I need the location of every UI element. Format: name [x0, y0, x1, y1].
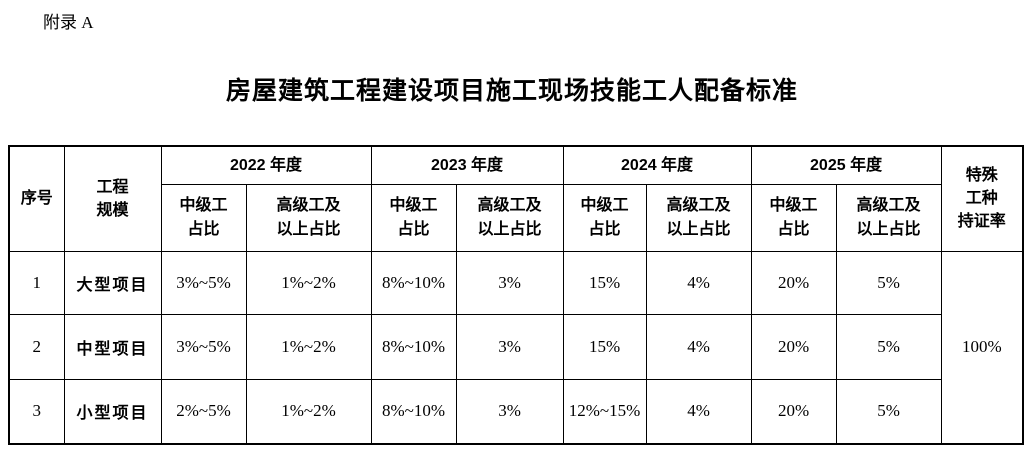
- header-2025-mid: 中级工 占比: [750, 183, 837, 252]
- header-senior-line2: 以上占比: [666, 220, 731, 238]
- cell-2022-senior: 1%~2%: [245, 313, 372, 380]
- cell-seq: 3: [8, 378, 65, 445]
- header-special-line3: 持证率: [957, 213, 1006, 231]
- header-senior-line1: 高级工及: [477, 197, 542, 215]
- header-mid-line2: 占比: [588, 220, 621, 238]
- cell-special-rate: 100%: [940, 250, 1024, 445]
- header-special-line1: 特殊: [965, 166, 998, 184]
- page-title: 房屋建筑工程建设项目施工现场技能工人配备标准: [225, 77, 798, 105]
- header-mid-line2: 占比: [397, 220, 430, 238]
- cell-2024-senior: 4%: [645, 313, 752, 380]
- header-2022-mid: 中级工 占比: [160, 183, 247, 252]
- cell-2022-mid: 3%~5%: [160, 250, 247, 315]
- header-mid-line2: 占比: [187, 220, 220, 238]
- cell-2023-mid: 8%~10%: [370, 250, 457, 315]
- header-mid-line1: 中级工: [179, 197, 228, 215]
- header-mid-line2: 占比: [777, 220, 810, 238]
- header-year-2023: 2023 年度: [370, 145, 564, 185]
- header-special-line2: 工种: [965, 190, 998, 208]
- cell-2025-mid: 20%: [750, 250, 837, 315]
- header-2024-senior: 高级工及 以上占比: [645, 183, 752, 252]
- cell-2025-mid: 20%: [750, 313, 837, 380]
- header-scale-line1: 工程: [96, 178, 129, 196]
- cell-2022-mid: 2%~5%: [160, 378, 247, 445]
- cell-seq: 2: [8, 313, 65, 380]
- header-mid-line1: 中级工: [769, 197, 818, 215]
- header-2024-mid: 中级工 占比: [562, 183, 647, 252]
- header-senior-line1: 高级工及: [666, 197, 731, 215]
- worker-allocation-table: 序号 工程 规模 2022 年度 2023 年度 2024 年度 2025 年度…: [8, 145, 1024, 445]
- cell-2025-mid: 20%: [750, 378, 837, 445]
- cell-2024-mid: 15%: [562, 250, 647, 315]
- cell-2023-senior: 3%: [455, 250, 564, 315]
- header-scale: 工程 规模: [63, 145, 162, 252]
- header-2022-senior: 高级工及 以上占比: [245, 183, 372, 252]
- cell-2025-senior: 5%: [835, 250, 942, 315]
- cell-2022-mid: 3%~5%: [160, 313, 247, 380]
- header-year-2022: 2022 年度: [160, 145, 372, 185]
- header-senior-line2: 以上占比: [276, 220, 341, 238]
- header-scale-line2: 规模: [96, 201, 129, 219]
- cell-2024-mid: 12%~15%: [562, 378, 647, 445]
- cell-scale: 大型项目: [63, 250, 162, 315]
- header-senior-line2: 以上占比: [856, 220, 921, 238]
- cell-seq: 1: [8, 250, 65, 315]
- cell-2023-senior: 3%: [455, 378, 564, 445]
- cell-2022-senior: 1%~2%: [245, 250, 372, 315]
- header-2023-senior: 高级工及 以上占比: [455, 183, 564, 252]
- header-senior-line1: 高级工及: [856, 197, 921, 215]
- header-2023-mid: 中级工 占比: [370, 183, 457, 252]
- header-year-2024: 2024 年度: [562, 145, 752, 185]
- table-row-medium-project: 2 中型项目 3%~5% 1%~2% 8%~10% 3% 15% 4% 20% …: [8, 313, 1023, 380]
- cell-2024-senior: 4%: [645, 250, 752, 315]
- header-row-years: 序号 工程 规模 2022 年度 2023 年度 2024 年度 2025 年度…: [8, 145, 1024, 252]
- cell-2025-senior: 5%: [835, 313, 942, 380]
- cell-scale: 小型项目: [63, 378, 162, 445]
- header-mid-line1: 中级工: [580, 197, 629, 215]
- cell-2023-mid: 8%~10%: [370, 313, 457, 380]
- cell-2023-mid: 8%~10%: [370, 378, 457, 445]
- header-senior-line1: 高级工及: [276, 197, 341, 215]
- header-row-subcolumns: 中级工 占比 高级工及 以上占比 中级工 占比 高级工及 以上占比 中级工 占比…: [9, 183, 1023, 252]
- header-special-rate: 特殊 工种 持证率: [940, 145, 1024, 252]
- cell-2023-senior: 3%: [455, 313, 564, 380]
- cell-2024-senior: 4%: [645, 378, 752, 445]
- header-senior-line2: 以上占比: [477, 220, 542, 238]
- header-seq: 序号: [8, 145, 65, 252]
- table-row-small-project: 3 小型项目 2%~5% 1%~2% 8%~10% 3% 12%~15% 4% …: [8, 378, 1023, 445]
- cell-2024-mid: 15%: [562, 313, 647, 380]
- header-2025-senior: 高级工及 以上占比: [835, 183, 942, 252]
- header-mid-line1: 中级工: [389, 197, 438, 215]
- table-row-large-project: 1 大型项目 3%~5% 1%~2% 8%~10% 3% 15% 4% 20% …: [8, 250, 1024, 445]
- cell-2022-senior: 1%~2%: [245, 378, 372, 445]
- header-year-2025: 2025 年度: [750, 145, 942, 185]
- cell-scale: 中型项目: [63, 313, 162, 380]
- cell-2025-senior: 5%: [835, 378, 942, 445]
- appendix-label: 附录 A: [43, 13, 94, 32]
